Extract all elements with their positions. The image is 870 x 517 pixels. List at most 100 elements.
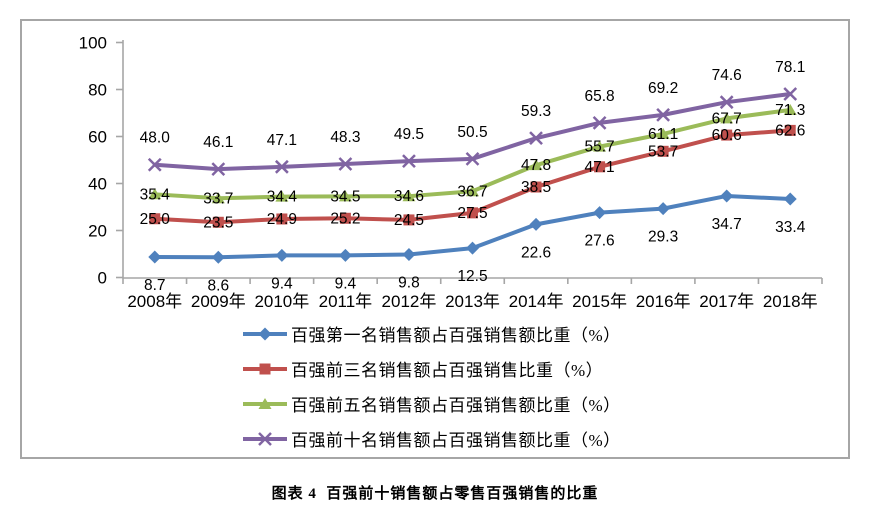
series-marker-square (403, 214, 415, 226)
data-label: 47.1 (585, 159, 615, 176)
legend-label: 百强第一名销售额占百强销售额比重（%） (291, 326, 621, 345)
data-label: 46.1 (203, 134, 233, 151)
data-label: 49.5 (394, 126, 424, 143)
series-marker-x (147, 157, 162, 172)
data-label: 69.2 (648, 80, 678, 97)
data-label: 65.8 (585, 88, 615, 105)
legend-marker-icon (243, 431, 287, 446)
x-axis-tick-label: 2016年 (636, 292, 691, 311)
series-marker-triangle (529, 159, 543, 171)
y-axis-tick-label: 100 (79, 34, 107, 53)
x-axis-tick-label: 2009年 (191, 292, 246, 311)
series-marker-diamond (720, 189, 734, 203)
legend-item-1: 百强前三名销售额占百强销售比重（%） (242, 358, 621, 380)
data-label: 53.7 (648, 143, 678, 160)
series-marker-diamond (275, 248, 289, 262)
y-axis-tick-label: 0 (98, 269, 107, 288)
series-marker-x (656, 107, 671, 122)
series-marker-x (465, 151, 480, 166)
y-axis-tick-label: 80 (88, 81, 107, 100)
legend-label: 百强前十名销售额占百强销售额比重（%） (291, 431, 621, 450)
data-label: 34.6 (394, 188, 424, 205)
data-label: 33.4 (775, 219, 806, 236)
data-label: 67.7 (712, 110, 742, 127)
series-marker-square (721, 129, 733, 141)
data-label: 62.6 (775, 122, 805, 139)
y-axis-tick-label: 60 (88, 128, 107, 147)
data-label: 47.8 (521, 157, 551, 174)
data-label: 9.4 (271, 275, 293, 292)
series-marker-square (594, 161, 606, 173)
series-marker-diamond (466, 241, 479, 255)
legend: 百强第一名销售额占百强销售额比重（%） 百强前三名销售额占百强销售比重（%） 百强前… (242, 323, 621, 463)
series-marker-x (338, 157, 353, 171)
series-marker-square (276, 213, 288, 225)
data-label: 22.6 (521, 244, 551, 261)
legend-marker-icon (243, 327, 287, 340)
x-axis-tick-label: 2014年 (509, 292, 564, 311)
series-marker-triangle (720, 112, 734, 124)
data-label: 25.0 (140, 211, 171, 228)
data-label: 38.5 (521, 179, 551, 196)
data-label: 33.7 (203, 190, 233, 207)
data-label: 34.7 (712, 216, 742, 233)
series-marker-square (467, 207, 478, 219)
series-marker-square (149, 213, 161, 225)
series-marker-x (783, 87, 798, 101)
series-marker-x (592, 115, 607, 130)
data-label: 25.2 (330, 210, 360, 227)
legend-marker-icon (243, 397, 287, 409)
series-marker-triangle (148, 188, 162, 200)
data-label: 23.5 (203, 214, 233, 231)
data-label: 27.5 (457, 205, 487, 222)
data-label: 8.6 (208, 277, 230, 294)
data-label: 47.1 (267, 132, 297, 149)
series-marker-triangle (275, 190, 289, 202)
data-label: 55.7 (585, 139, 615, 156)
data-label: 74.6 (712, 67, 742, 84)
x-axis-tick-label: 2017年 (699, 292, 754, 311)
data-label: 35.4 (140, 186, 171, 203)
x-axis-tick-label: 2010年 (254, 292, 309, 311)
series-marker-triangle (783, 103, 797, 115)
series-marker-square (657, 145, 669, 157)
series-marker-square (212, 216, 224, 228)
data-label: 50.5 (457, 124, 487, 141)
series-marker-x (719, 95, 734, 110)
data-label: 24.5 (394, 212, 424, 229)
data-label: 34.4 (267, 189, 298, 206)
legend-label: 百强前五名销售额占百强销售额比重（%） (291, 396, 621, 415)
series-marker-triangle (211, 192, 225, 204)
series-marker-square (339, 212, 351, 224)
series-marker-triangle (402, 190, 416, 202)
data-label: 27.6 (585, 233, 615, 250)
data-label: 12.5 (457, 268, 487, 285)
x-axis-tick-label: 2018年 (763, 292, 818, 311)
series-marker-triangle (466, 185, 479, 197)
series-marker-diamond (593, 206, 607, 220)
data-label: 71.3 (775, 102, 805, 119)
data-label: 36.7 (457, 183, 487, 200)
series-marker-triangle (656, 127, 670, 139)
series-marker-diamond (783, 192, 797, 206)
series-marker-x (402, 154, 416, 169)
y-axis-tick-label: 40 (88, 175, 107, 194)
data-label: 78.1 (775, 59, 805, 76)
line-chart-plot: 0 20 40 60 80 100 2008年 2009年 2010年 2011年 2012年 201… (79, 34, 823, 311)
series-marker-diamond (402, 247, 416, 261)
series-marker-triangle (593, 140, 607, 152)
data-label: 9.4 (335, 275, 357, 292)
series-marker-square (530, 181, 542, 193)
data-label: 59.3 (521, 103, 551, 120)
series-marker-x (274, 159, 289, 174)
series-marker-diamond (529, 217, 543, 231)
data-label: 48.3 (330, 129, 360, 146)
x-axis-tick-label: 2011年 (319, 292, 373, 311)
data-label: 8.7 (144, 277, 166, 294)
y-axis-tick-label: 20 (88, 222, 107, 241)
legend-label: 百强前三名销售额占百强销售比重（%） (291, 361, 604, 380)
x-axis-tick-label: 2013年 (445, 292, 500, 311)
legend-item-3: 百强前十名销售额占百强销售额比重（%） (242, 428, 621, 450)
series-marker-diamond (656, 202, 670, 216)
